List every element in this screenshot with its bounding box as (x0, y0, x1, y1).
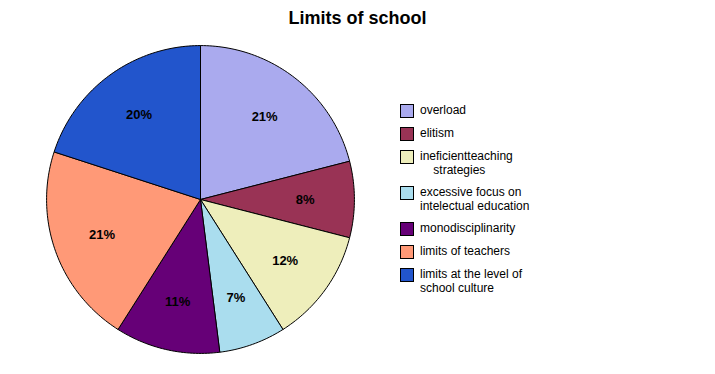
svg-text:21%: 21% (252, 109, 278, 124)
svg-text:8%: 8% (296, 192, 315, 207)
html-text:excessive focus on intelectual: excessive focus on intelectual education (420, 185, 530, 213)
html-text:ineficientteaching strategies: ineficientteaching strategies (420, 149, 513, 177)
svg-text:12%: 12% (272, 253, 298, 268)
svg-text:20%: 20% (126, 107, 152, 122)
html-text:limits of teachers: limits of teachers (420, 244, 510, 258)
svg-text:7%: 7% (227, 290, 246, 305)
html-text:Limits of school: Limits of school (288, 8, 427, 28)
svg-text:11%: 11% (165, 294, 191, 309)
html-text:elitism: elitism (420, 126, 454, 140)
svg-text:21%: 21% (89, 227, 115, 242)
html-text:monodisciplinarity: monodisciplinarity (420, 221, 516, 235)
html-text:overload: overload (420, 103, 466, 117)
html-text:limits at the level of school: limits at the level of school culture (420, 267, 522, 295)
